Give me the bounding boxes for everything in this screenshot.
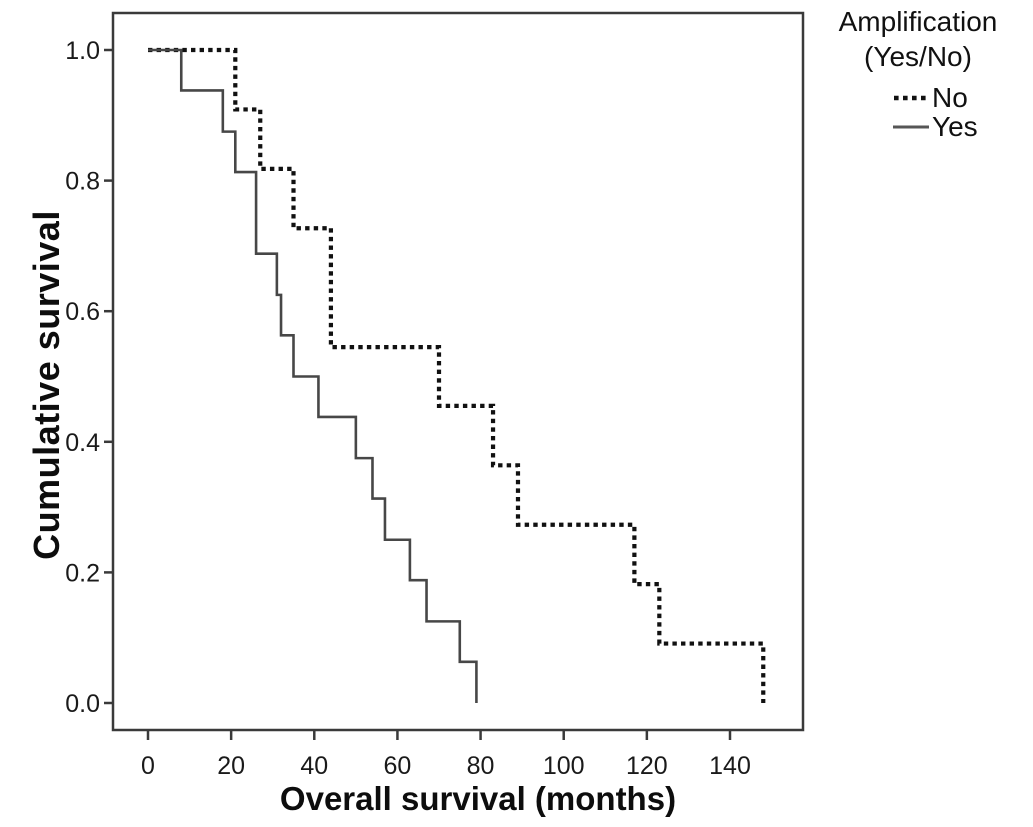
y-axis-title: Cumulative survival: [26, 210, 67, 560]
y-tick-label: 0.8: [65, 168, 100, 196]
x-tick-label: 100: [543, 752, 585, 780]
legend-title-line1: Amplification: [838, 6, 998, 37]
legend-item-yes: Yes: [893, 111, 978, 142]
y-tick-label: 0.6: [65, 298, 100, 326]
x-tick-label: 40: [300, 752, 328, 780]
y-tick-label: 1.0: [65, 37, 100, 65]
dotted-line-sample: [894, 95, 930, 101]
plot-border: [111, 11, 805, 732]
x-tick-label: 20: [217, 752, 245, 780]
y-tick-label: 0.0: [65, 690, 100, 718]
y-tick-label: 0.2: [65, 559, 100, 587]
x-tick-label: 0: [141, 752, 155, 780]
x-tick-label: 60: [384, 752, 412, 780]
series-no-curve: [148, 47, 766, 703]
x-tick-label: 140: [709, 752, 751, 780]
legend-item-no: No: [893, 82, 968, 113]
x-tick-label: 120: [626, 752, 668, 780]
y-tick-label: 0.4: [65, 429, 100, 457]
legend-label-no: No: [932, 82, 968, 113]
x-axis-title: Overall survival (months): [279, 780, 677, 817]
x-tick-label: 80: [467, 752, 495, 780]
legend-title-line2: (Yes/No): [864, 41, 972, 72]
solid-line-sample: [893, 125, 929, 129]
legend-label-yes: Yes: [932, 111, 978, 142]
series-yes-curve: [148, 48, 478, 703]
